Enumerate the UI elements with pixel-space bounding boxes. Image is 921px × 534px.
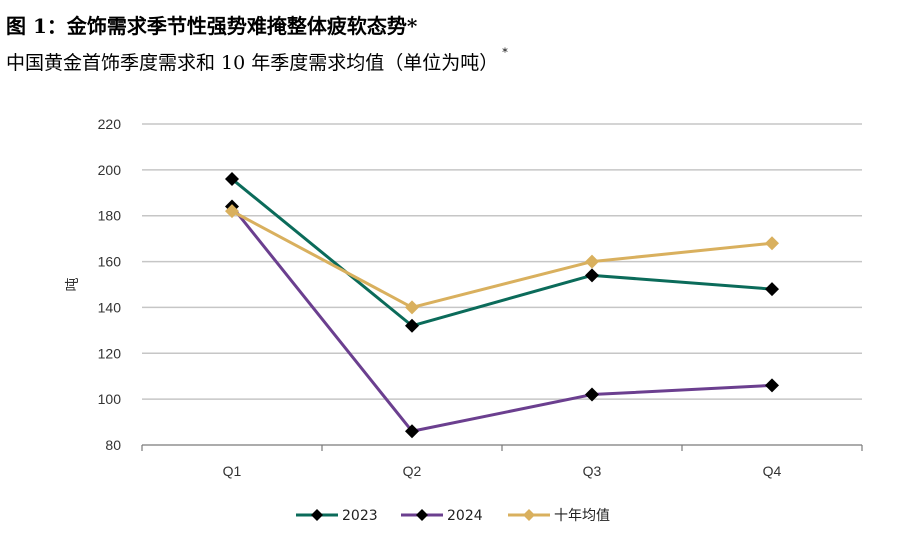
legend-item: 2023: [296, 508, 378, 524]
y-tick-label: 100: [98, 391, 122, 407]
chart-title: 图 1：金饰需求季节性强势难掩整体疲软态势*: [6, 14, 418, 38]
y-tick-label: 120: [98, 345, 122, 361]
legend-item: 2024: [401, 508, 483, 524]
legend-swatch-marker: [311, 509, 323, 521]
series-1: [225, 172, 779, 333]
data-point: [765, 282, 779, 297]
x-axis: Q1 Q2 Q3 Q4: [141, 444, 863, 479]
y-tick-label: 220: [98, 116, 122, 132]
x-tick-label: Q1: [223, 463, 242, 479]
y-axis-label: 吨: [65, 278, 81, 292]
y-tick-label: 160: [98, 254, 122, 270]
y-tick-label: 140: [98, 299, 122, 315]
data-point: [405, 424, 419, 439]
subtitle-footnote-mark: *: [502, 46, 508, 59]
y-axis-ticks: 80 100 120 140 160 180 200 220: [98, 116, 122, 453]
legend-label: 2024: [447, 508, 483, 524]
data-point: [765, 378, 779, 393]
legend-item: 十年均值: [508, 508, 610, 524]
x-tick-label: Q4: [763, 463, 782, 479]
series-3: [225, 204, 779, 315]
data-point: [225, 172, 239, 187]
series-group: [225, 172, 779, 439]
x-tick-label: Q2: [403, 463, 422, 479]
series-line: [231, 209, 773, 309]
legend-label: 十年均值: [554, 508, 610, 524]
gridlines: [142, 123, 862, 400]
data-point: [585, 254, 599, 269]
legend-swatch-marker: [416, 509, 428, 521]
data-point: [585, 268, 599, 283]
data-point: [225, 204, 239, 219]
data-point: [405, 300, 419, 315]
series-line: [231, 177, 773, 328]
data-point: [585, 387, 599, 402]
legend-swatch-marker: [523, 509, 535, 521]
x-tick-label: Q3: [583, 463, 602, 479]
legend: 2023 2024 十年均值: [296, 508, 610, 524]
y-tick-label: 200: [98, 162, 122, 178]
chart-subtitle: 中国黄金首饰季度需求和 10 年季度需求均值（单位为吨） *: [6, 46, 508, 75]
series-2: [225, 199, 779, 439]
data-point: [405, 318, 419, 333]
data-point: [765, 236, 779, 251]
y-tick-label: 80: [105, 437, 121, 453]
legend-label: 2023: [342, 508, 378, 524]
series-line: [230, 205, 773, 433]
subtitle-text: 中国黄金首饰季度需求和 10 年季度需求均值（单位为吨）: [6, 52, 499, 74]
y-tick-label: 180: [98, 208, 122, 224]
